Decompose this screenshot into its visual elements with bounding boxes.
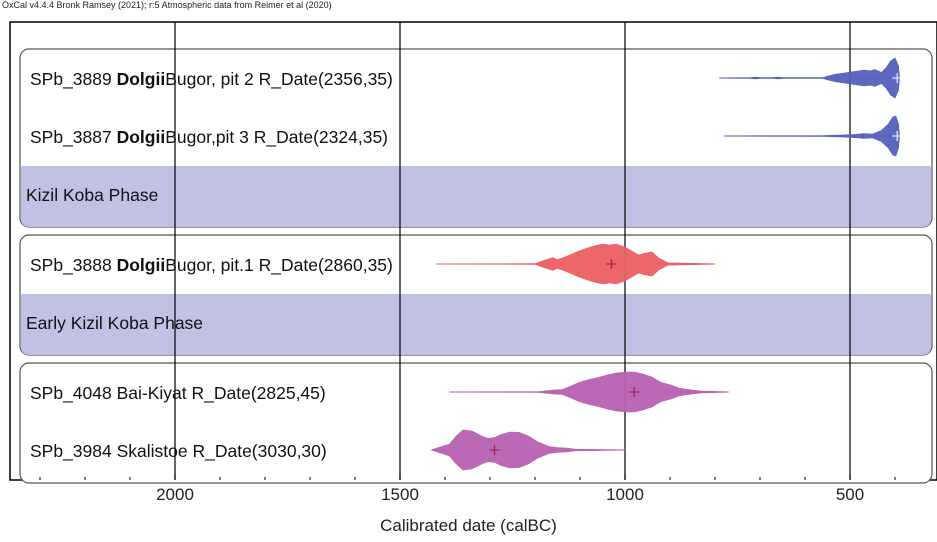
x-tick-label: 500 bbox=[836, 485, 864, 504]
date-label-suffix: Bugor,pit 3 R_Date(2324,35) bbox=[165, 127, 388, 148]
date-label-site-bold: Dolgii bbox=[117, 255, 166, 275]
phase-label-text: Kizil Koba Phase bbox=[26, 185, 158, 205]
x-tick-label: 1000 bbox=[606, 485, 644, 504]
probability-distribution bbox=[449, 371, 729, 413]
date-label-prefix: SPb_3887 bbox=[30, 127, 117, 148]
date-label-prefix: SPb_3888 bbox=[30, 255, 117, 276]
x-tick-label: 2000 bbox=[156, 485, 194, 504]
date-label-prefix: SPb_4048 Bai-Kiyat R_Date(2825,45) bbox=[30, 383, 326, 404]
date-label-suffix: Bugor, pit 2 R_Date(2356,35) bbox=[165, 69, 393, 90]
phase-label: Kizil Koba Phase bbox=[26, 185, 158, 205]
median-marker bbox=[892, 131, 903, 141]
probability-distribution bbox=[435, 243, 716, 285]
phase-band bbox=[21, 294, 931, 355]
date-label: SPb_3984 Skalistoe R_Date(3030,30) bbox=[30, 441, 327, 462]
date-label: SPb_4048 Bai-Kiyat R_Date(2825,45) bbox=[30, 383, 326, 404]
date-label: SPb_3889 DolgiiBugor, pit 2 R_Date(2356,… bbox=[30, 69, 393, 90]
oxcal-credit: OxCal v4.4.4 Bronk Ramsey (2021); r:5 At… bbox=[2, 0, 332, 10]
date-label: SPb_3887 DolgiiBugor,pit 3 R_Date(2324,3… bbox=[30, 127, 388, 148]
date-label-prefix: SPb_3889 bbox=[30, 69, 117, 90]
median-marker bbox=[892, 73, 903, 83]
probability-distribution bbox=[431, 429, 626, 471]
phase-band bbox=[21, 166, 931, 227]
phase-label: Early Kizil Koba Phase bbox=[26, 313, 203, 333]
date-label-site-bold: Dolgii bbox=[117, 69, 166, 89]
median-marker bbox=[606, 259, 617, 269]
median-marker bbox=[629, 387, 639, 397]
median-marker bbox=[489, 445, 500, 455]
date-label-prefix: SPb_3984 Skalistoe R_Date(3030,30) bbox=[30, 441, 327, 462]
date-label-suffix: Bugor, pit.1 R_Date(2860,35) bbox=[165, 255, 393, 276]
date-label-site-bold: Dolgii bbox=[117, 127, 166, 147]
phase-label-text: Early Kizil Koba Phase bbox=[26, 313, 203, 333]
date-label: SPb_3888 DolgiiBugor, pit.1 R_Date(2860,… bbox=[30, 255, 393, 276]
x-tick-label: 1500 bbox=[381, 485, 419, 504]
x-axis-title: Calibrated date (calBC) bbox=[380, 516, 557, 535]
